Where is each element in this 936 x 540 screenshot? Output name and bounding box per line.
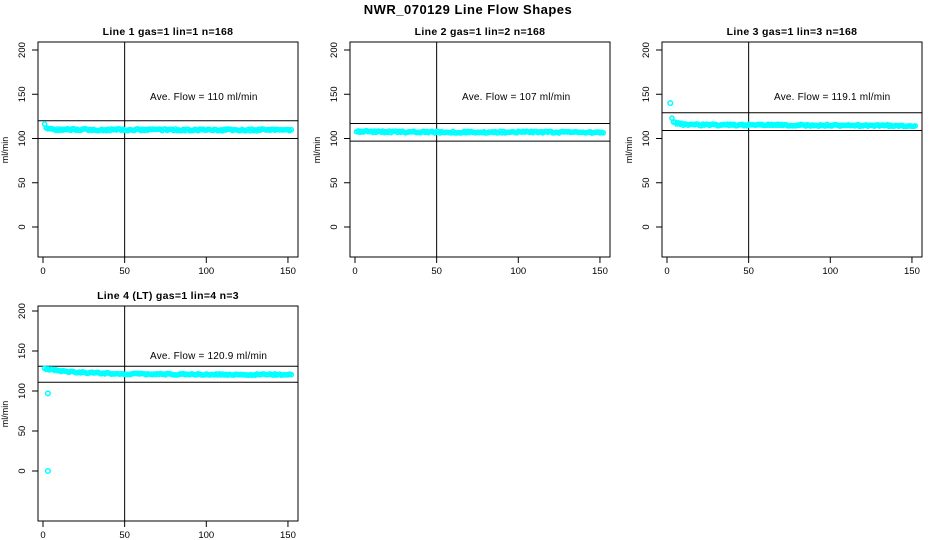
y-axis-tick-label: 150	[641, 86, 652, 102]
x-axis-tick-label: 50	[119, 266, 130, 276]
y-axis-tick-label: 50	[329, 177, 340, 188]
subplot-title: Line 1 gas=1 lin=1 n=168	[103, 26, 234, 38]
ave-flow-annotation: Ave. Flow = 120.9 ml/min	[150, 351, 267, 362]
flow-outlier-point	[44, 467, 51, 475]
y-axis-tick-label: 100	[17, 383, 28, 399]
x-axis-tick-label: 150	[904, 266, 920, 276]
subplot-line-3: 0 50 100 150 200 0 50 100 150 ml/min Line 3 gas=1 …	[624, 26, 923, 276]
x-axis-tick-label: 50	[119, 530, 130, 540]
x-axis-tick-label: 50	[743, 266, 754, 276]
y-axis-label: ml/min	[312, 137, 322, 164]
y-axis-tick-label: 50	[17, 426, 28, 437]
y-axis-tick-label: 0	[329, 224, 340, 229]
x-axis-tick-label: 150	[592, 266, 608, 276]
x-axis-tick-label: 100	[510, 266, 526, 276]
y-axis-tick-label: 0	[17, 468, 28, 473]
ave-flow-annotation: Ave. Flow = 107 ml/min	[462, 92, 570, 103]
y-axis-label: ml/min	[624, 137, 634, 164]
y-axis-tick-label: 200	[329, 42, 340, 58]
flow-data-point	[912, 122, 919, 129]
x-axis-tick-label: 0	[664, 266, 669, 276]
plot-box	[37, 305, 299, 522]
x-axis-tick-label: 0	[40, 266, 45, 276]
subplot-line-4: 0 50 100 150 200 0 50 100 150 ml/min Line 4 (LT) g…	[0, 290, 299, 540]
y-axis-tick-label: 0	[641, 224, 652, 229]
y-axis-tick-label: 200	[17, 303, 28, 319]
ave-flow-annotation: Ave. Flow = 119.1 ml/min	[774, 92, 890, 103]
x-axis-tick-label: 150	[280, 530, 296, 540]
y-axis-tick-label: 200	[641, 42, 652, 58]
figure-title: NWR_070129 Line Flow Shapes	[363, 2, 573, 17]
flow-data-point	[288, 126, 295, 133]
y-axis-tick-label: 100	[329, 131, 340, 147]
x-axis-tick-label: 100	[198, 266, 214, 276]
y-axis-tick-label: 50	[17, 177, 28, 188]
y-axis-tick-label: 0	[17, 224, 28, 229]
x-axis-tick-label: 100	[198, 530, 214, 540]
y-axis-tick-label: 100	[641, 131, 652, 147]
x-axis-tick-label: 50	[431, 266, 442, 276]
y-axis-label: ml/min	[0, 137, 10, 164]
y-axis-tick-label: 200	[17, 42, 28, 58]
ave-flow-annotation: Ave. Flow = 110 ml/min	[150, 92, 258, 103]
x-axis-tick-label: 0	[40, 530, 45, 540]
subplot-title: Line 4 (LT) gas=1 lin=4 n=3	[97, 290, 239, 302]
y-axis-tick-label: 100	[17, 131, 28, 147]
flow-data-point	[600, 129, 607, 136]
y-axis-tick-label: 150	[329, 86, 340, 102]
x-axis-tick-label: 100	[822, 266, 838, 276]
plot-box	[349, 41, 611, 258]
subplot-title: Line 2 gas=1 lin=2 n=168	[415, 26, 546, 38]
flow-data-point	[288, 371, 295, 378]
flow-outlier-point	[667, 100, 674, 107]
y-axis-tick-label: 50	[641, 177, 652, 188]
plot-box	[37, 41, 299, 258]
y-axis-tick-label: 150	[17, 343, 28, 359]
y-axis-label: ml/min	[0, 401, 10, 428]
subplot-line-1: 0 50 100 150 200 0 50 100 150 ml/min Line 1 gas=1 …	[0, 26, 299, 276]
x-axis-tick-label: 0	[352, 266, 357, 276]
x-axis-tick-label: 150	[280, 266, 296, 276]
y-axis-tick-label: 150	[17, 86, 28, 102]
flow-outlier-point	[44, 390, 51, 397]
subplot-title: Line 3 gas=1 lin=3 n=168	[727, 26, 858, 38]
subplot-line-2: 0 50 100 150 200 0 50 100 150 ml/min Line 2 gas=1 …	[312, 26, 611, 276]
plot-box	[661, 41, 923, 258]
